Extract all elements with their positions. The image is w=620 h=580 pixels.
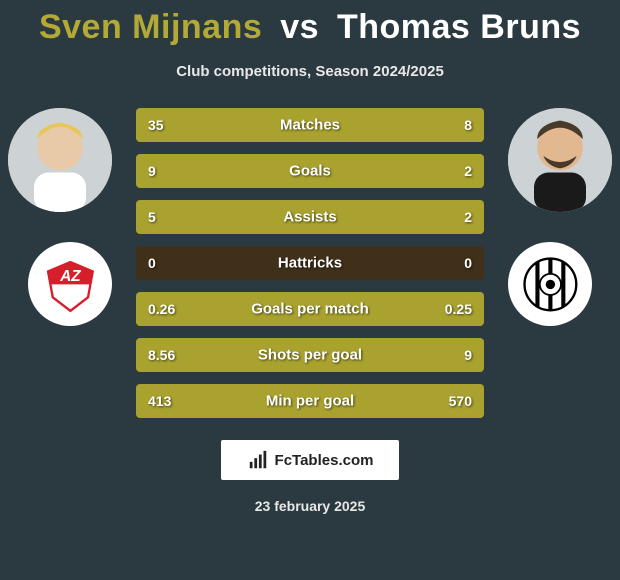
date-label: 23 february 2025: [0, 498, 620, 514]
brand-badge: FcTables.com: [221, 440, 399, 480]
stat-row: 00Hattricks: [136, 246, 484, 280]
stat-label: Hattricks: [136, 255, 484, 272]
player2-name: Thomas Bruns: [337, 8, 581, 46]
stat-row: 413570Min per goal: [136, 384, 484, 418]
vs-label: vs: [280, 8, 319, 46]
club-right-badge: [508, 242, 592, 326]
stat-row: 358Matches: [136, 108, 484, 142]
stat-label: Shots per goal: [136, 347, 484, 364]
club-left-badge: AZ: [28, 242, 112, 326]
stat-row: 8.569Shots per goal: [136, 338, 484, 372]
player1-name: Sven Mijnans: [39, 8, 262, 46]
page-title: Sven Mijnans vs Thomas Bruns: [0, 0, 620, 47]
brand-text: FcTables.com: [275, 452, 374, 469]
stat-bars: 358Matches 92Goals 52Assists 00Hattricks 0.2…: [136, 108, 484, 430]
svg-text:AZ: AZ: [59, 267, 81, 284]
player2-avatar: [508, 108, 612, 212]
stat-label: Min per goal: [136, 393, 484, 410]
stat-row: 0.260.25Goals per match: [136, 292, 484, 326]
chart-icon: [247, 449, 269, 471]
stat-label: Matches: [136, 117, 484, 134]
comparison-area: AZ 358Matches 92Goals 52Assists 00Hattricks…: [0, 108, 620, 418]
stat-row: 92Goals: [136, 154, 484, 188]
stat-label: Assists: [136, 209, 484, 226]
stat-label: Goals per match: [136, 301, 484, 318]
subtitle: Club competitions, Season 2024/2025: [0, 63, 620, 80]
stat-label: Goals: [136, 163, 484, 180]
player1-avatar: [8, 108, 112, 212]
stat-row: 52Assists: [136, 200, 484, 234]
